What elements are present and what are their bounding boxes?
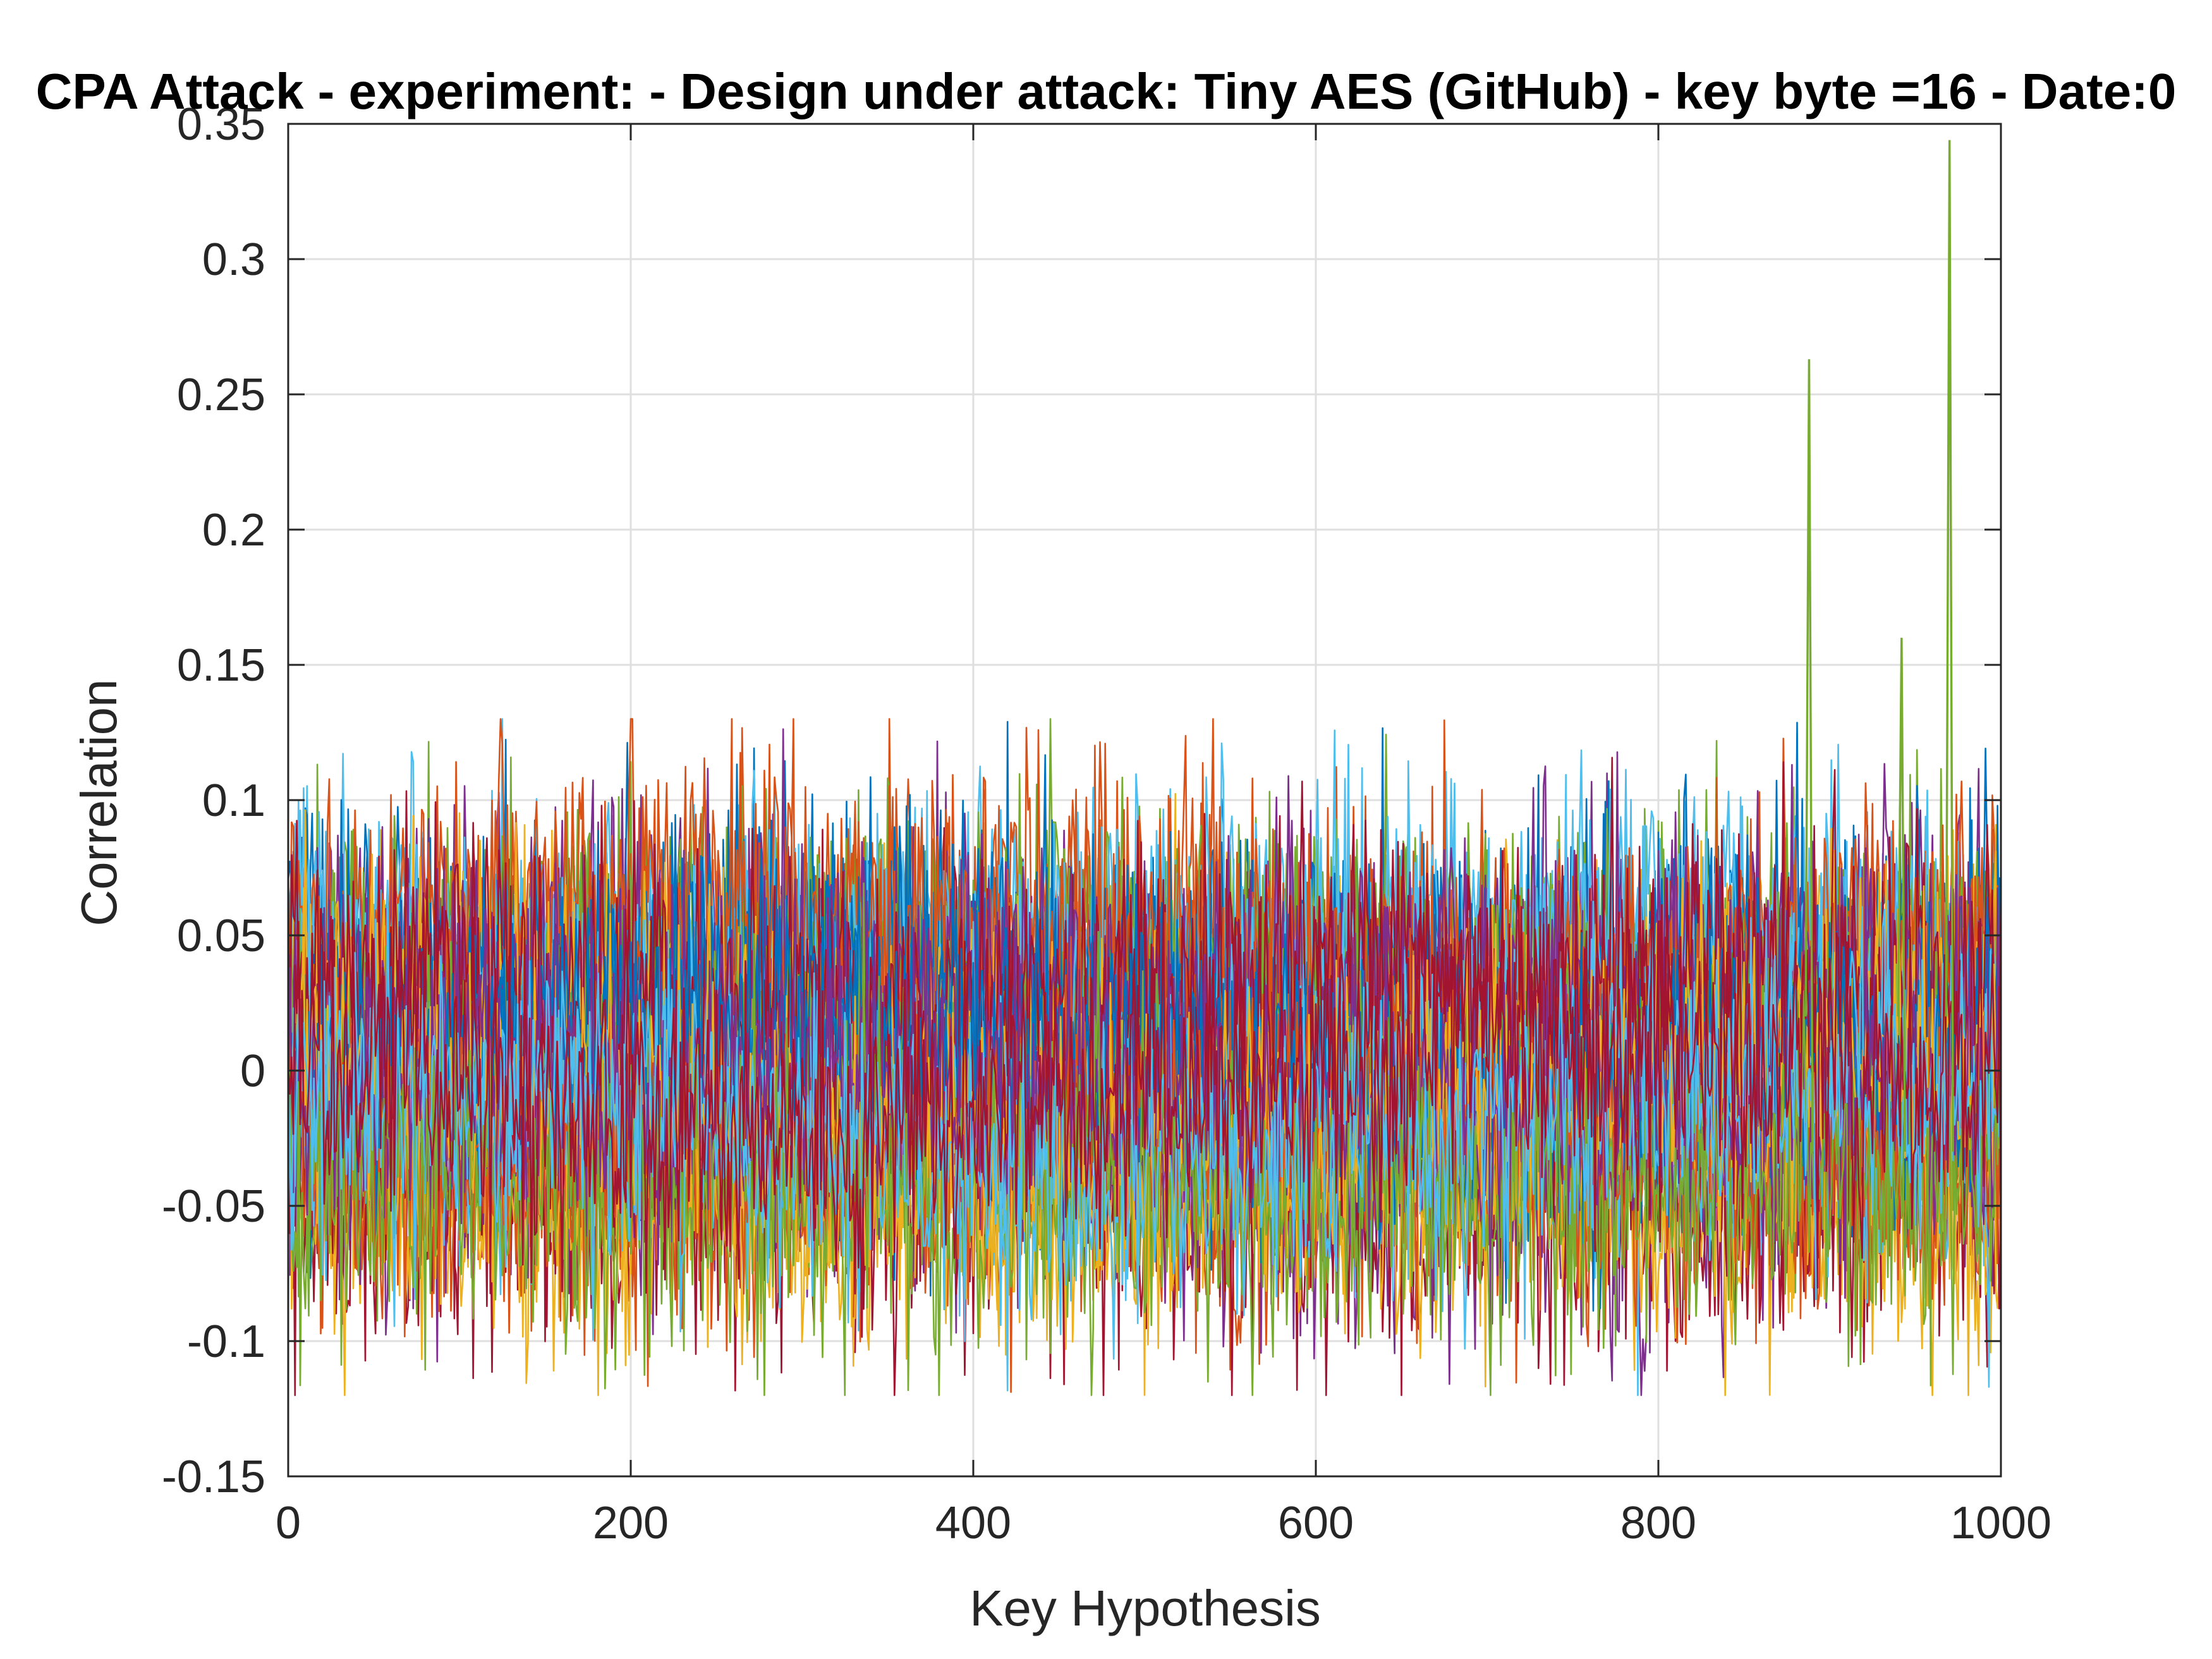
series-line-series-7 [287,833,2002,1338]
y-axis-label: Correlation [71,679,127,926]
x-tick-label: 0 [276,1498,301,1548]
y-tick-label: 0.1 [202,775,265,826]
y-tick-label: -0.15 [162,1452,265,1502]
x-tick-label: 200 [593,1498,669,1548]
peak-spike [1804,359,1814,1152]
peak-spike [1945,140,1954,1152]
x-axis-label: Key Hypothesis [969,1580,1321,1636]
x-tick-label: 800 [1620,1498,1696,1548]
y-tick-label: 0.3 [202,234,265,285]
peak-spike [1897,638,1906,1152]
x-tick-label: 1000 [1950,1498,2051,1548]
y-tick-label: 0.2 [202,505,265,556]
y-tick-label: 0 [240,1046,265,1097]
y-tick-label: 0.25 [177,370,265,420]
x-tick-label: 400 [935,1498,1011,1548]
y-tick-label: 0.15 [177,640,265,691]
y-tick-label: 0.05 [177,911,265,961]
series-line-series-6 [287,872,2002,1392]
y-tick-label: 0.35 [177,99,265,150]
chart-title: CPA Attack - experiment: - Design under … [36,63,2177,119]
x-tick-label: 600 [1278,1498,1354,1548]
series-group [287,140,2002,1396]
y-tick-label: -0.05 [162,1181,265,1232]
axes: 0 200 400 600 800 1000 -0.15 -0.1 -0.05 0 0.05 0.1 0… [162,99,2051,1548]
y-tick-label: -0.1 [187,1316,265,1367]
